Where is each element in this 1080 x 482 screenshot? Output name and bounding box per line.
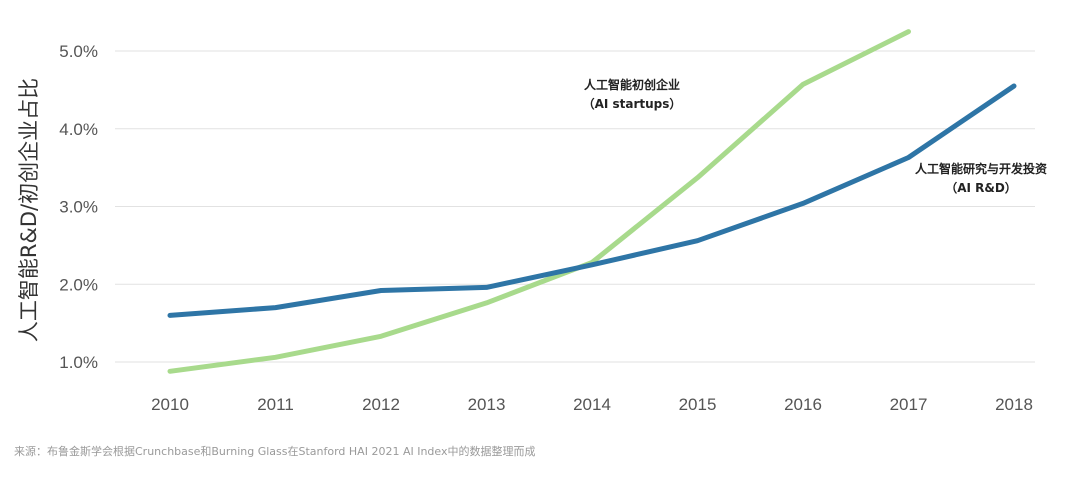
- x-tick-label-2011: 2011: [257, 395, 294, 414]
- x-tick-label-2016: 2016: [784, 395, 822, 414]
- annotation-ai-startups-line2: （AI startups）: [582, 97, 682, 111]
- y-tick-label-3: 3.0%: [59, 198, 98, 217]
- series-line-ai-startups: [167, 29, 911, 374]
- x-tick-label-2014: 2014: [573, 395, 611, 414]
- x-tick-label-2018: 2018: [995, 395, 1033, 414]
- y-axis-ticks: 1.0% 2.0% 3.0% 4.0% 5.0%: [59, 42, 98, 372]
- y-axis-label: 人工智能R&D/初创企业占比: [6, 60, 50, 360]
- annotation-ai-startups: 人工智能初创企业 （AI startups）: [562, 76, 702, 114]
- x-tick-label-2017: 2017: [890, 395, 928, 414]
- y-axis-label-text: 人工智能R&D/初创企业占比: [17, 77, 41, 343]
- x-tick-label-2013: 2013: [468, 395, 506, 414]
- gridlines: [115, 50, 1035, 363]
- x-tick-label-2015: 2015: [679, 395, 717, 414]
- annotation-ai-rnd: 人工智能研究与开发投资 （AI R&D）: [896, 160, 1066, 198]
- x-tick-label-2010: 2010: [151, 395, 189, 414]
- series-lines: [167, 29, 1017, 374]
- x-tick-label-2012: 2012: [362, 395, 400, 414]
- y-tick-label-2: 2.0%: [59, 275, 98, 294]
- annotation-ai-rnd-line2: （AI R&D）: [945, 181, 1017, 195]
- annotation-ai-rnd-line1: 人工智能研究与开发投资: [914, 162, 1047, 176]
- y-tick-label-4: 4.0%: [59, 120, 98, 139]
- x-axis-ticks: 2010 2011 2012 2013 2014 2015 2016 2017 2018: [151, 395, 1033, 414]
- series-line-ai-r-d: [167, 83, 1017, 318]
- annotation-ai-startups-line1: 人工智能初创企业: [583, 78, 680, 92]
- source-note: 来源：布鲁金斯学会根据Crunchbase和Burning Glass在Stan…: [14, 445, 536, 458]
- y-tick-label-1: 1.0%: [59, 353, 98, 372]
- y-tick-label-5: 5.0%: [59, 42, 98, 61]
